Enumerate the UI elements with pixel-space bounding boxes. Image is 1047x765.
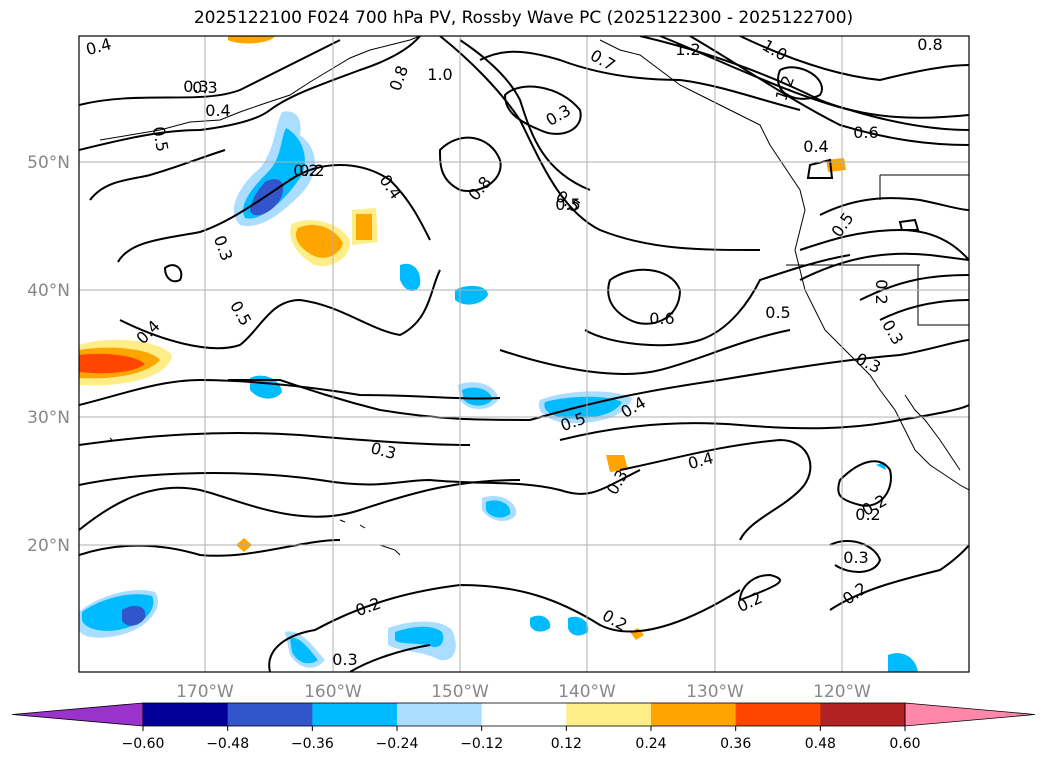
contour-label: 0.5 — [555, 195, 580, 214]
lon-tick-label: 170°W — [176, 682, 234, 702]
colorbar-extend-low — [11, 702, 144, 727]
contour-label: 0.4 — [84, 34, 114, 59]
colorbar-tick-label: −0.60 — [122, 736, 165, 752]
colorbar-ticks: −0.60 −0.48 −0.36 −0.24 −0.12 0.12 0.24 0.36 0.4… — [122, 726, 921, 752]
contour-label: 0.4 — [205, 101, 230, 120]
pc-shading — [79, 36, 918, 672]
graticule — [79, 36, 969, 672]
colorbar-extend-high — [904, 702, 1036, 727]
colorbar-segment — [397, 703, 483, 726]
colorbar-tick-label: 0.12 — [551, 736, 582, 752]
lon-axis: 170°W 160°W 150°W 140°W 130°W 120°W — [176, 682, 871, 702]
contour-label: 0.2 — [855, 505, 880, 524]
lat-tick-label: 20°N — [27, 536, 70, 556]
contour-label: 0.3 — [332, 650, 357, 669]
colorbar-outline — [142, 702, 906, 727]
contour-label: 0.5 — [765, 303, 790, 322]
coastlines — [99, 36, 969, 556]
colorbar-segment — [820, 703, 906, 726]
contour-label: 0.2 — [299, 161, 324, 180]
lat-axis: 50°N 40°N 30°N 20°N — [27, 153, 70, 556]
colorbar-segment — [735, 703, 821, 726]
contour-label: 0.4 — [803, 137, 828, 156]
lon-tick-label: 160°W — [304, 682, 362, 702]
contour-label: 0.2 — [872, 279, 891, 304]
contour-label: 0.2 — [293, 161, 318, 180]
colorbar-tick-label: −0.12 — [460, 736, 503, 752]
lon-tick-label: 120°W — [813, 682, 871, 702]
colorbar-segment — [312, 703, 398, 726]
lon-tick-label: 140°W — [558, 682, 616, 702]
colorbar-tick-label: −0.24 — [376, 736, 419, 752]
contour-label: 0.8 — [917, 35, 942, 54]
contour-label: 0.6 — [649, 309, 674, 328]
colorbar-tick-label: −0.36 — [291, 736, 334, 752]
map-frame — [78, 35, 970, 673]
pv-contours — [79, 36, 969, 672]
lat-tick-label: 50°N — [27, 153, 70, 173]
contour-label: 1.0 — [427, 65, 452, 84]
contour-label: 0.6 — [853, 123, 878, 142]
contour-label: 0.3 — [192, 78, 217, 97]
colorbar-segment — [481, 703, 567, 726]
colorbar-tick-label: 0.60 — [889, 736, 920, 752]
lat-tick-label: 40°N — [27, 281, 70, 301]
contour-label: 0.5 — [149, 125, 172, 153]
map-title: 2025122100 F024 700 hPa PV, Rossby Wave … — [193, 8, 854, 28]
contour-label: 1.2 — [675, 40, 700, 59]
colorbar-tick-label: 0.48 — [805, 736, 836, 752]
colorbar-segment — [143, 703, 229, 726]
colorbar-segment — [227, 703, 313, 726]
contour-label: 0.3 — [843, 548, 868, 567]
map-panel — [79, 36, 969, 672]
lon-tick-label: 130°W — [686, 682, 744, 702]
contour-label: 0.3 — [183, 77, 208, 96]
colorbar-tick-label: 0.36 — [720, 736, 751, 752]
lon-tick-label: 150°W — [431, 682, 489, 702]
colorbar-tick-label: 0.24 — [635, 736, 666, 752]
lat-tick-label: 30°N — [27, 408, 70, 428]
colorbar — [11, 702, 1036, 727]
colorbar-segment — [566, 703, 652, 726]
colorbar-segment — [651, 703, 737, 726]
colorbar-tick-label: −0.48 — [206, 736, 249, 752]
